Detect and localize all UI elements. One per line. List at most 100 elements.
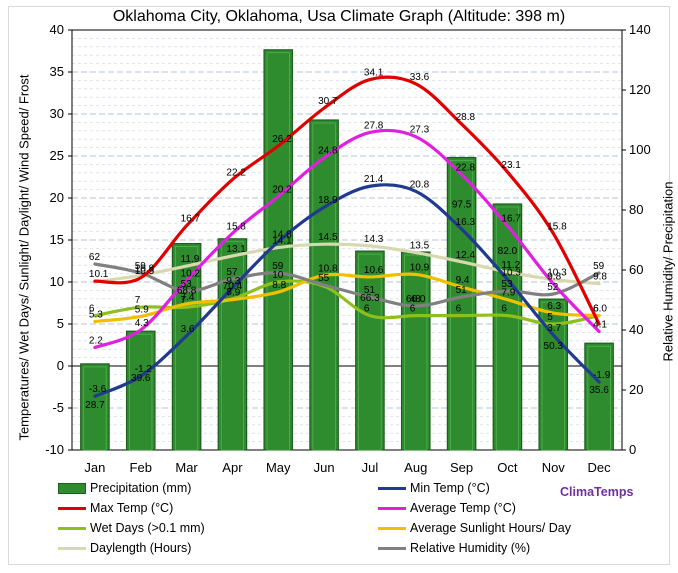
y-right-tick-label: 140	[629, 22, 651, 37]
precip-bar-inner	[129, 333, 153, 451]
series-data-label: 6.3	[547, 301, 561, 312]
series-data-label: 51	[364, 285, 376, 296]
series-data-label: 7.9	[501, 288, 515, 299]
chart-legend: Precipitation (mm) Min Temp (°C) Max Temp …	[58, 481, 668, 561]
legend-label: Daylength (Hours)	[90, 541, 192, 555]
x-tick-label: Jan	[84, 460, 105, 475]
legend-item: Average Sunlight Hours/ Day	[378, 521, 571, 535]
series-data-label: 10.9	[410, 262, 430, 273]
series-data-label: 15.8	[547, 221, 567, 232]
y-left-tick-label: -5	[52, 400, 64, 415]
series-data-label: 2.2	[89, 336, 103, 347]
x-tick-label: Apr	[222, 460, 243, 475]
legend-label: Max Temp (°C)	[90, 501, 174, 515]
series-data-label: 53	[501, 279, 513, 290]
x-tick-label: Aug	[404, 460, 427, 475]
y-right-tick-label: 0	[629, 442, 636, 457]
series-data-label: 48	[410, 294, 422, 305]
series-data-label: 16.7	[181, 214, 201, 225]
precip-bar	[80, 363, 110, 451]
series-data-label: 6	[410, 304, 416, 315]
x-tick-label: Jul	[362, 460, 379, 475]
series-data-label: 14.3	[364, 234, 384, 245]
y-right-tick-label: 120	[629, 82, 651, 97]
legend-item: Wet Days (>0.1 mm)	[58, 521, 205, 535]
series-line	[93, 75, 601, 326]
y-right-tick-label: 100	[629, 142, 651, 157]
series-data-label: 7	[181, 295, 187, 306]
series-line	[93, 183, 601, 398]
precip-bar-inner	[83, 366, 107, 451]
precip-data-label: 70.4	[223, 281, 243, 292]
series-data-label: 27.3	[410, 125, 430, 136]
series-data-label: 9.4	[456, 275, 470, 286]
legend-line-swatch	[58, 506, 86, 510]
series-data-label: 6	[593, 304, 599, 315]
precip-data-label: 97.5	[452, 200, 472, 211]
legend-item: Min Temp (°C)	[378, 481, 490, 495]
series-line	[93, 242, 601, 286]
precip-data-label: 35.6	[589, 385, 609, 396]
precip-data-label: 39.6	[131, 373, 151, 384]
series-data-label: 9.3	[226, 276, 240, 287]
series-data-label: 10.1	[89, 269, 109, 280]
series-data-label: 28.8	[456, 112, 476, 123]
series-data-label: -1.2	[135, 364, 153, 375]
precip-bar	[355, 250, 385, 451]
series-data-label: 52	[547, 282, 559, 293]
series-data-label: 26.2	[272, 134, 292, 145]
legend-label: Average Temp (°C)	[410, 501, 516, 515]
series-data-label: 14.8	[272, 230, 292, 241]
chart-frame	[8, 6, 670, 565]
series-data-label: 15.8	[226, 221, 246, 232]
brand-logo: ClimaTemps	[560, 485, 634, 499]
x-tick-label: Oct	[497, 460, 518, 475]
precip-bar	[584, 342, 614, 451]
legend-label: Precipitation (mm)	[90, 481, 192, 495]
precip-data-label: 28.7	[85, 400, 105, 411]
legend-label: Relative Humidity (%)	[410, 541, 531, 555]
x-tick-label: Mar	[175, 460, 198, 475]
series-data-label: -1.9	[593, 370, 611, 381]
series-data-label: 23.1	[501, 160, 521, 171]
series-data-label: 30.7	[318, 96, 338, 107]
series-data-label: 57	[226, 267, 238, 278]
series-data-label: 7.9	[226, 288, 240, 299]
precip-bar	[125, 330, 156, 451]
series-data-label: 7	[135, 295, 141, 306]
series-data-label: 6	[89, 304, 95, 315]
y-left-tick-label: 5	[57, 316, 64, 331]
x-tick-label: Feb	[130, 460, 152, 475]
series-data-label: 11.9	[181, 254, 200, 265]
series-data-label: 8	[226, 287, 232, 298]
series-data-label: 10.5	[135, 266, 155, 277]
series-data-label: 6.0	[593, 304, 607, 315]
x-tick-label: Jun	[314, 460, 335, 475]
y-left-tick-label: 0	[57, 358, 64, 373]
series-data-label: 16.7	[501, 214, 521, 225]
series-line	[93, 262, 601, 308]
precip-bar-inner	[358, 253, 382, 451]
series-data-label: 5.3	[89, 309, 103, 320]
series-data-label: 3.6	[181, 324, 195, 335]
legend-line-swatch	[58, 546, 86, 550]
series-data-label: 10.8	[318, 263, 338, 274]
series-data-label: 13.1	[226, 244, 246, 255]
legend-line-swatch	[378, 526, 406, 530]
legend-line-swatch	[378, 486, 406, 490]
y-right-tick-label: 60	[629, 262, 643, 277]
series-data-label: 13.5	[410, 241, 430, 252]
series-data-label: 5.9	[135, 304, 149, 315]
precip-bar-inner	[541, 301, 565, 451]
legend-item: Max Temp (°C)	[58, 501, 173, 515]
series-data-label: 12.4	[456, 250, 476, 261]
series-data-label: 10.3	[547, 267, 567, 278]
series-data-label: 16.3	[456, 217, 476, 228]
precip-data-label: 50.3	[544, 341, 564, 352]
series-data-label: 9.8	[593, 272, 607, 283]
y-right-tick-label: 80	[629, 202, 643, 217]
x-tick-label: Nov	[542, 460, 566, 475]
series-data-label: 53	[181, 279, 193, 290]
x-tick-label: Sep	[450, 460, 473, 475]
